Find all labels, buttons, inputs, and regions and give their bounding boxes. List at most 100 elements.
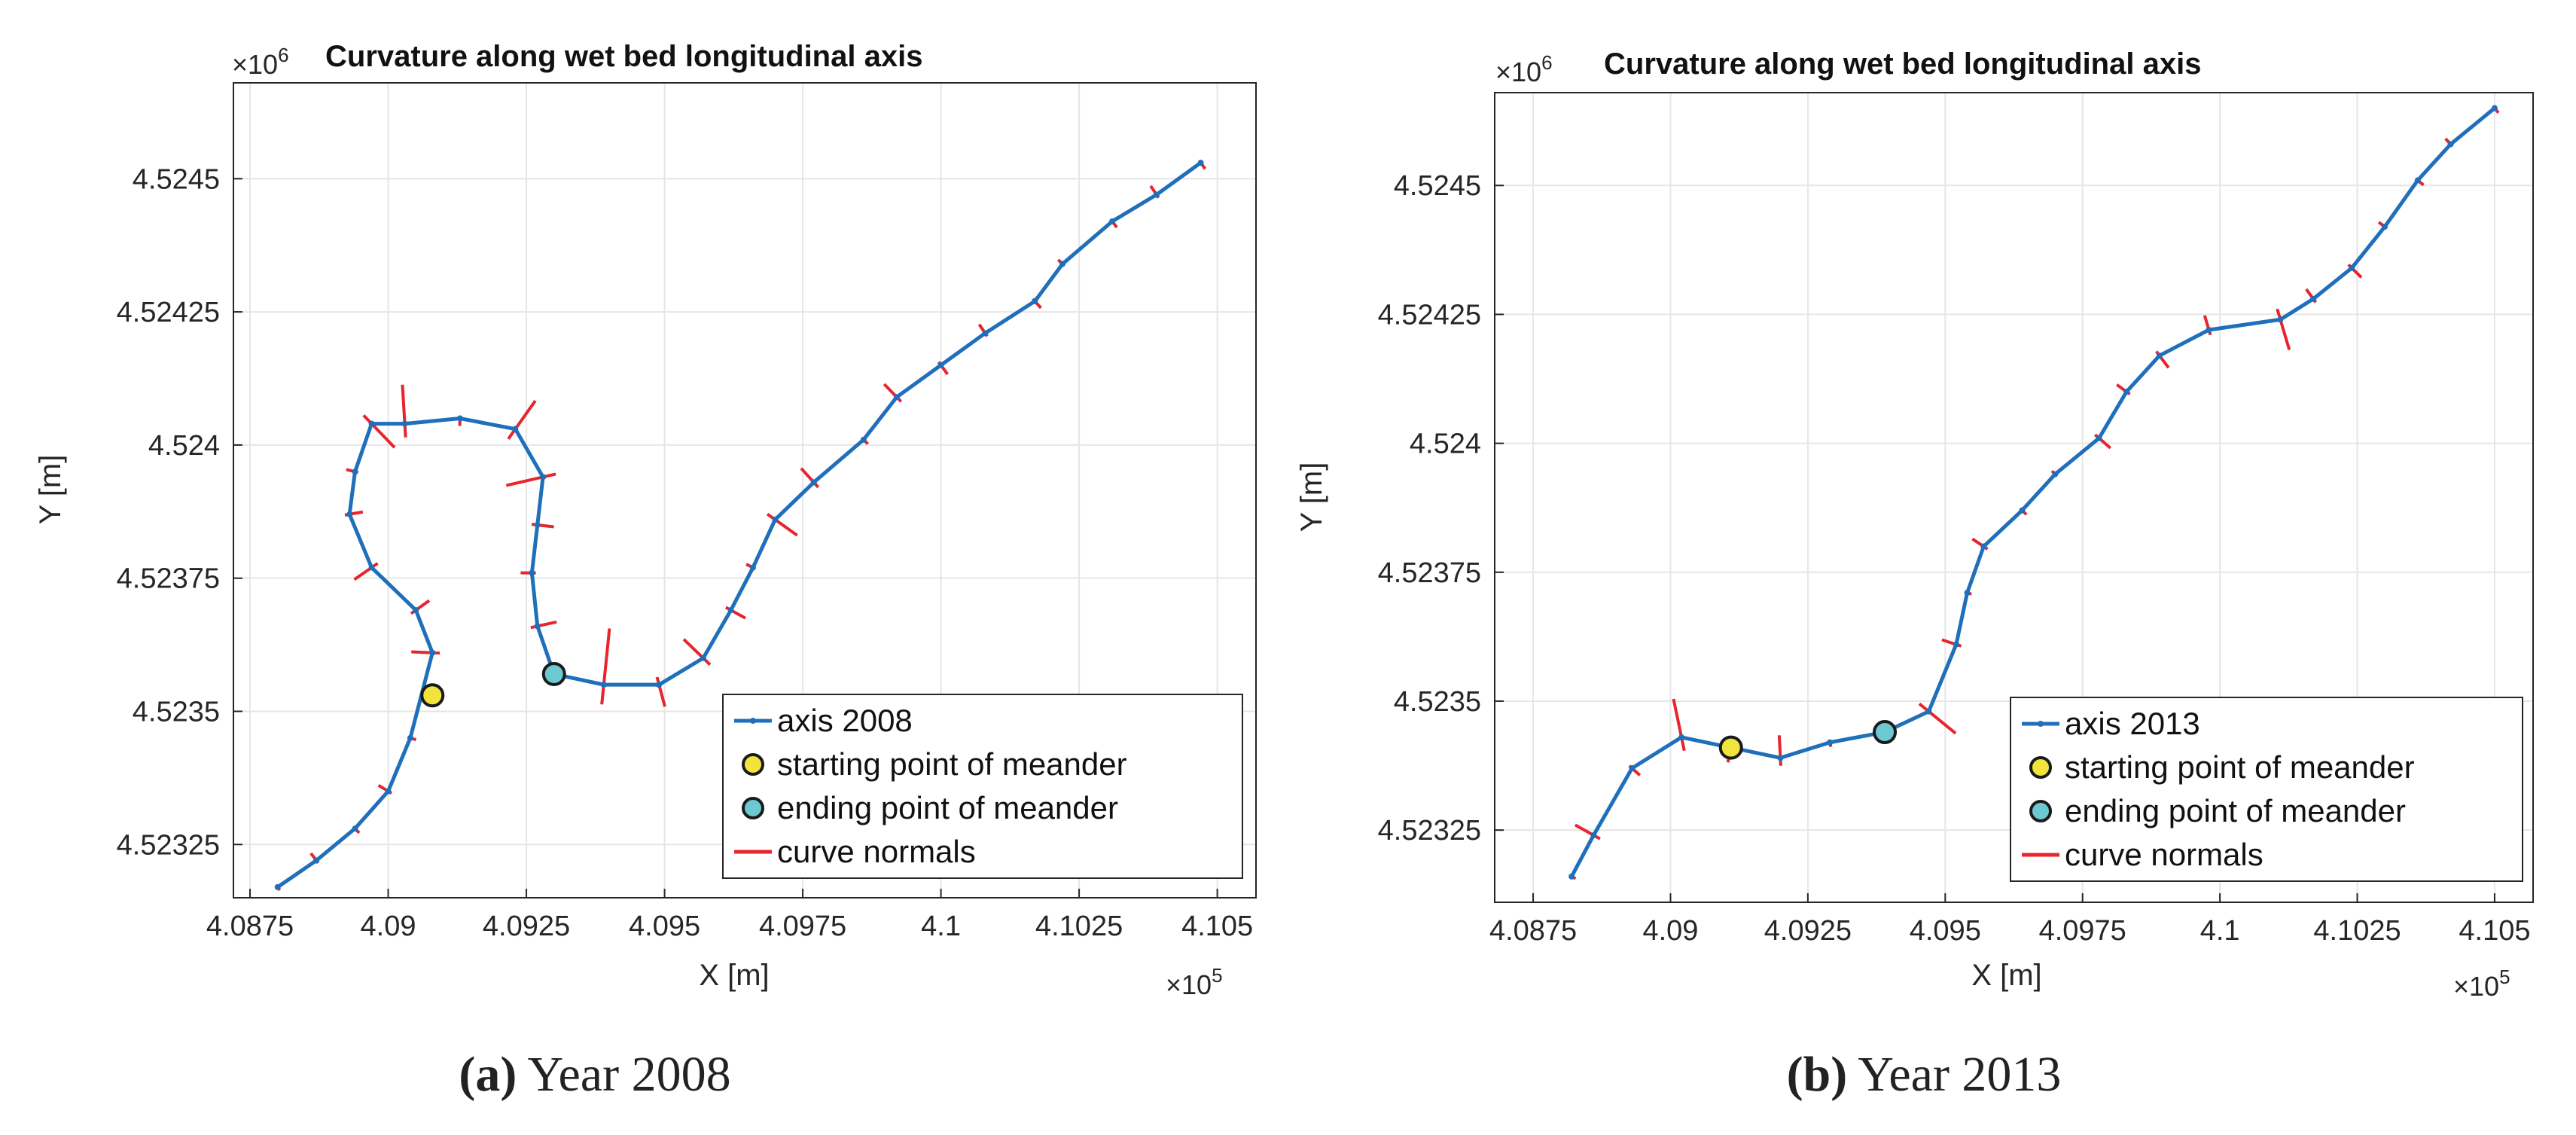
axis-vertex [413,607,419,614]
y-tick-label: 4.52425 [117,297,220,328]
x-axis-label: X [m] [699,959,769,992]
axis-vertex [1059,261,1066,267]
curve-normals [276,160,1207,892]
legend: axis 2008 starting point of meander endi… [722,694,1243,879]
meander-points [1718,720,1898,760]
y-tick-label: 4.5245 [133,163,220,195]
y-axis-label: Y [m] [34,455,67,525]
y-tick-label: 4.5235 [133,696,220,728]
meander-end-point [1873,720,1898,745]
caption-b: (b) Year 2013 [1787,1047,2062,1102]
legend-axis-label: axis 2008 [777,703,913,738]
axis-vertex [727,607,734,614]
legend-end-label: ending point of meander [2065,793,2406,828]
x-axis-multiplier: ×105 [2453,966,2510,1002]
curve-normal [362,414,396,449]
legend-end-marker [742,797,764,819]
curve-normal [1777,735,1782,766]
curve-normal [507,399,537,440]
axis-vertex [2096,435,2102,441]
y-axis-multiplier: ×106 [1495,51,1553,87]
legend-box [722,694,1243,879]
axis-vertex [346,511,353,517]
curve-normal [1672,698,1686,752]
axis-vertex [401,420,408,427]
chart-title: Curvature along wet bed longitudinal axi… [1604,47,2201,81]
curve-normal [766,512,798,537]
y-tick-label: 4.52425 [1378,299,1481,331]
axis-vertex [1153,191,1160,198]
axis-vertex [1980,543,1987,550]
axis-vertex [2123,389,2130,395]
chart-panel-2013: ×106 Curvature along wet bed longitudina… [1295,47,2534,1102]
axis-vertex [352,468,358,475]
axis-vertex [540,474,547,481]
axis-vertex [2310,295,2317,302]
axis-vertex [512,426,519,432]
chart-panel-2008: ×106 Curvature along wet bed longitudina… [34,40,1257,1102]
x-tick-label: 4.1025 [1035,911,1123,942]
axis-vertex [2019,507,2026,514]
x-tick-label: 4.09 [361,911,416,942]
axis-vertex [982,330,989,337]
legend-start-marker [2029,756,2052,779]
axis-frame [1494,92,2534,903]
curve-normal [401,384,407,438]
axis-vertex [385,788,392,795]
y-axis-multiplier: ×106 [232,44,289,80]
x-tick-label: 4.0875 [206,911,294,942]
axis-vertex [456,415,463,422]
axis-vertex [1590,831,1597,838]
x-tick-label: 4.1025 [2313,915,2401,947]
y-tick-label: 4.524 [148,430,220,462]
axis-vertex [2447,141,2454,148]
axis-vertex [1032,297,1038,304]
axis-vertex [772,516,779,523]
x-tick-label: 4.105 [1181,911,1253,942]
meander-start-point [420,683,445,708]
x-tick-label: 4.09 [1642,915,1698,947]
axis-vertex [2277,316,2284,323]
legend: axis 2013 starting point of meander endi… [2010,697,2523,882]
legend-normals-label: curve normals [2065,837,2264,872]
legend-start-label: starting point of meander [2065,749,2415,785]
axis-vertex [1629,764,1636,771]
y-tick-label: 4.52375 [117,563,220,595]
axis-vertex [429,649,436,656]
axis-vertex [2052,471,2059,477]
axis-vertex [860,436,867,443]
legend-start-marker [742,753,764,776]
axis-vertex [1925,708,1932,715]
axis-vertex [1678,734,1685,740]
x-tick-labels: 4.0875 4.09 4.0925 4.095 4.0975 4.1 4.1025 4.10… [1489,893,2530,947]
legend-normals-label: curve normals [777,834,976,869]
legend-box [2010,697,2523,882]
y-axis-label: Y [m] [1295,462,1328,532]
legend-end-label: ending point of meander [777,790,1118,825]
y-tick-label: 4.5235 [1394,686,1481,718]
axis-frame [233,82,1257,899]
legend-axis-label: axis 2013 [2065,706,2200,741]
y-tick-label: 4.524 [1410,429,1481,460]
axis-vertex [534,521,541,528]
axis-vertex [2156,352,2163,359]
curve-normal [411,650,441,655]
axis-vertex [700,654,706,661]
x-axis-label: X [m] [1971,959,2041,992]
axis-vertex [274,883,281,890]
legend-axis-marker [2038,721,2044,727]
meander-points [420,661,566,708]
axis-vertex [1964,590,1971,596]
x-tick-label: 4.095 [629,911,700,942]
y-tick-labels: 4.52325 4.5235 4.52375 4.524 4.52425 4.5245 [1378,170,1504,847]
legend-start-label: starting point of meander [777,746,1127,782]
legend-axis-marker [750,718,756,724]
axis-vertex [529,569,535,576]
y-tick-label: 4.52325 [1378,815,1481,847]
axis-vertex [1953,641,1959,648]
axis-vertex [1777,755,1784,761]
axis-vertex [534,623,541,630]
curve-normal [1918,702,1957,735]
x-tick-label: 4.0975 [2039,915,2126,947]
